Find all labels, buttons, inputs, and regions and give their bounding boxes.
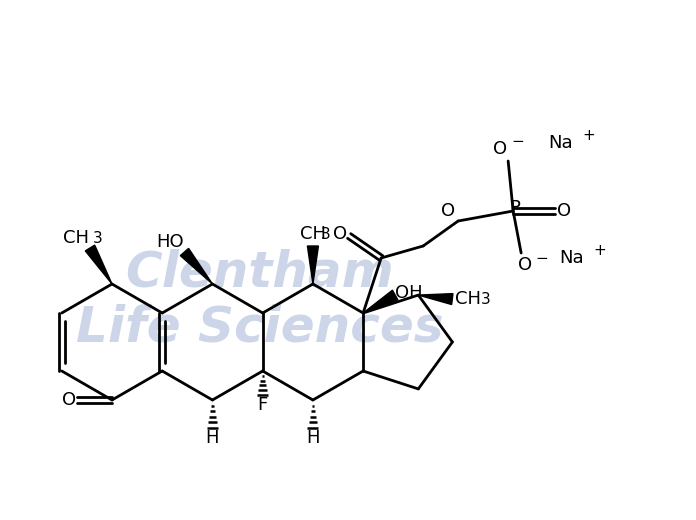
Polygon shape <box>363 290 398 313</box>
Text: CH: CH <box>455 290 482 308</box>
Text: HO: HO <box>157 233 184 251</box>
Polygon shape <box>418 294 453 305</box>
Text: O: O <box>493 140 507 158</box>
Text: −: − <box>511 134 524 149</box>
Text: 3: 3 <box>480 292 490 307</box>
Text: Na: Na <box>559 249 583 267</box>
Text: Na: Na <box>548 134 572 152</box>
Text: O: O <box>333 225 347 243</box>
Text: CH: CH <box>63 229 89 247</box>
Polygon shape <box>180 249 212 284</box>
Text: −: − <box>535 251 548 266</box>
Text: P: P <box>509 199 521 217</box>
Text: O: O <box>62 391 76 409</box>
Text: O: O <box>557 202 571 220</box>
Polygon shape <box>308 246 318 284</box>
Text: OH: OH <box>395 284 423 302</box>
Text: H: H <box>206 429 219 447</box>
Text: CH: CH <box>300 225 326 243</box>
Polygon shape <box>86 245 112 284</box>
Text: +: + <box>582 127 595 142</box>
Text: Clentham
Life Sciences: Clentham Life Sciences <box>77 248 444 352</box>
Text: O: O <box>518 256 532 274</box>
Text: +: + <box>593 242 606 257</box>
Text: 3: 3 <box>93 230 103 245</box>
Text: F: F <box>258 396 268 414</box>
Text: H: H <box>306 429 319 447</box>
Text: O: O <box>441 202 455 220</box>
Text: 3: 3 <box>321 227 331 241</box>
